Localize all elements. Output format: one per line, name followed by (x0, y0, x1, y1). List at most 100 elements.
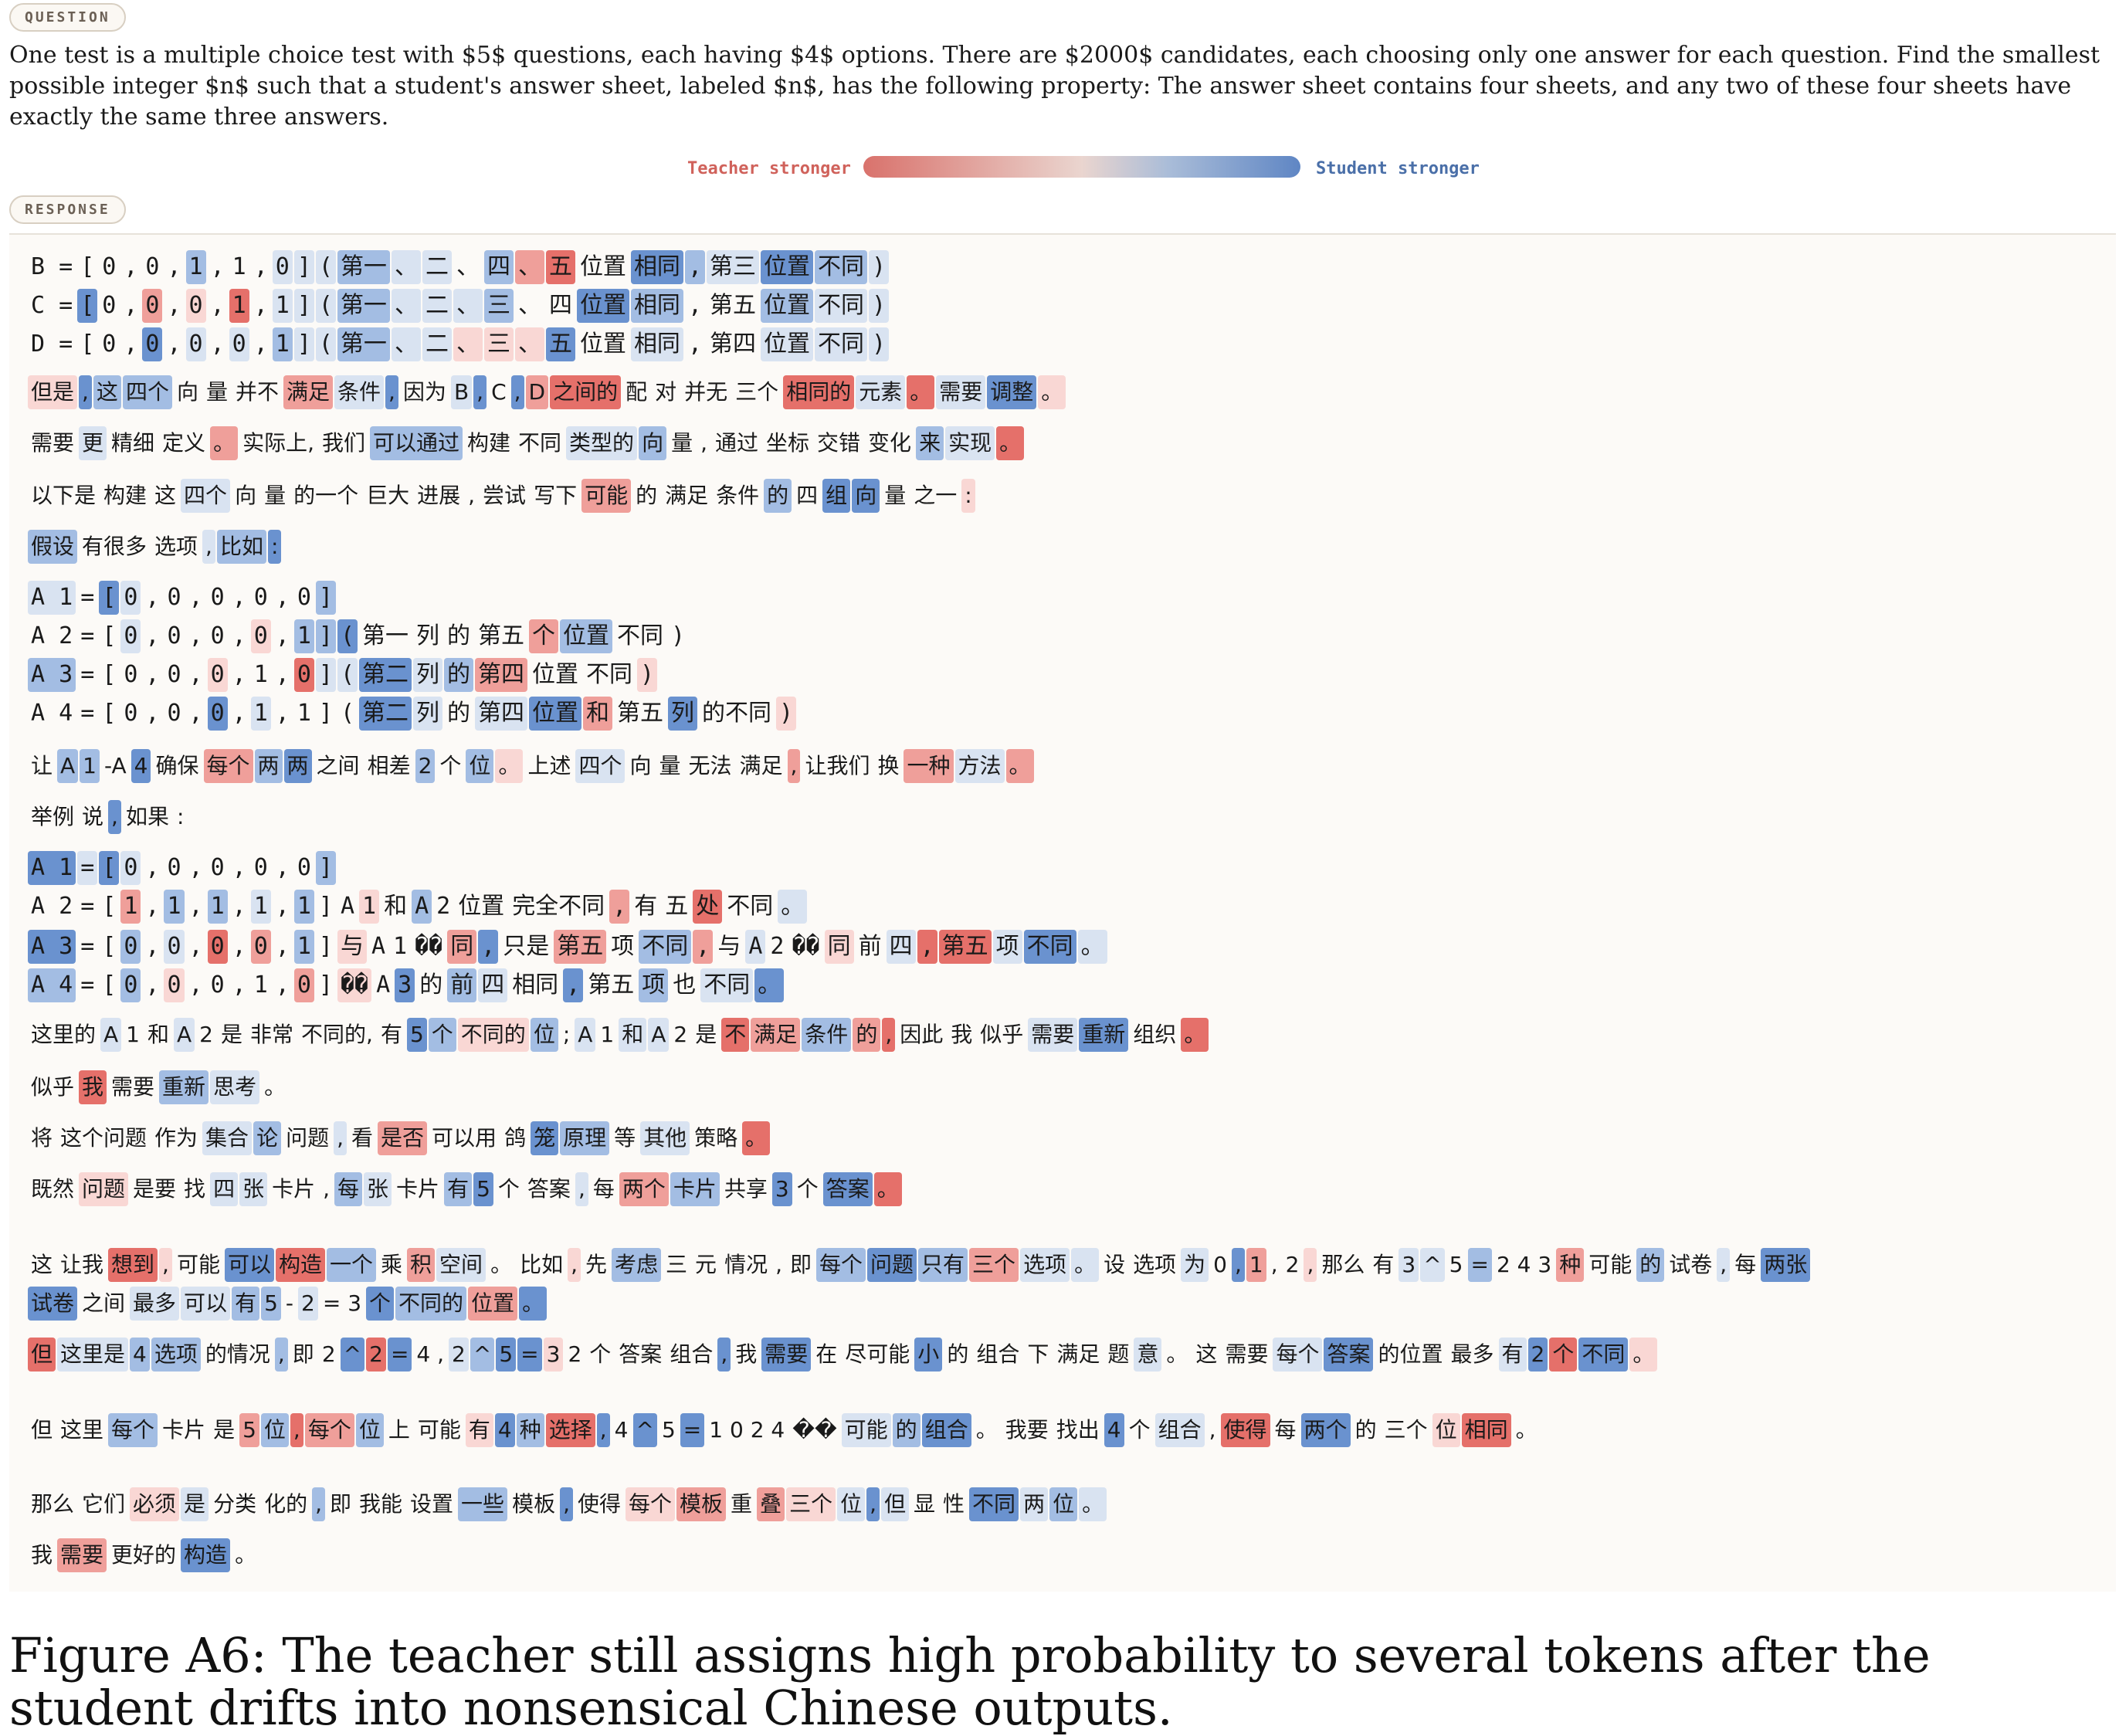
response-token: 它们 (82, 1491, 126, 1517)
response-token: , (1270, 1252, 1278, 1277)
response-token: , (145, 622, 160, 649)
response-token: 两 (254, 749, 283, 783)
response-token: 三 (483, 327, 514, 361)
response-token: 位 (355, 1413, 384, 1447)
response-token: 。 (778, 890, 808, 924)
response-token: , (253, 331, 268, 358)
response-token: 1 (185, 250, 206, 284)
response-token: 0 (207, 697, 228, 731)
response-token: 第一 (337, 289, 390, 323)
response-token: 0 (102, 292, 117, 319)
response-token: , (290, 1413, 303, 1447)
response-token: 前 (858, 933, 882, 960)
response-token: 之一 (914, 483, 958, 508)
response-token: 三 (483, 289, 514, 323)
response-token: , (473, 375, 487, 409)
response-token: 构造 (275, 1248, 325, 1282)
response-token: 个 (428, 1018, 456, 1052)
response-token: 每个 (108, 1413, 158, 1447)
response-token: 但 (28, 1338, 56, 1372)
response-token: 0 (120, 581, 141, 615)
response-token: 第四 (475, 697, 527, 731)
response-line: A 3 =[0, 0, 0, 0, 1] 与 A 1 �� 同, 只是 第五项不同, 与 A 2 �� 同前四, 第… (28, 930, 1109, 967)
response-token: = (80, 700, 95, 727)
response-token: 这 (93, 375, 121, 409)
response-token: 每 (334, 1172, 363, 1206)
response-token: 不同的 (395, 1287, 467, 1321)
response-token: 位 (1049, 1487, 1078, 1521)
response-token: 五 (665, 893, 689, 920)
response-token: 0 (167, 622, 181, 649)
response-token: 的位置 (1378, 1341, 1443, 1367)
response-token: 2 (1285, 1252, 1300, 1277)
response-token: 在 (815, 1341, 838, 1367)
response-token: 只是 (503, 933, 550, 960)
response-token: 不同 (586, 661, 632, 688)
response-token: ; (562, 1022, 571, 1047)
response-line: A 4 =[0, 0, 0, 1, 0] �� A 3 的前四相同, 第五项也不同。 (28, 968, 785, 1005)
section-divider (9, 233, 2116, 235)
response-token: 每 (1734, 1252, 1757, 1277)
response-token: 4 (1104, 1413, 1124, 1447)
response-token: 。 (873, 1172, 902, 1206)
response-token: 重 (731, 1491, 753, 1517)
response-token: ( (337, 658, 358, 692)
response-token: 组合 (670, 1341, 714, 1367)
response-token: 项 (611, 933, 635, 960)
response-token: 上 (388, 1417, 410, 1443)
response-token: 这 (1195, 1341, 1218, 1367)
response-token: , (866, 1487, 880, 1521)
response-token: 思考 (210, 1070, 260, 1104)
response-token: 化的 (264, 1491, 308, 1517)
response-token: ) (637, 658, 658, 692)
response-token: 性 (943, 1491, 965, 1517)
response-token: , (334, 1121, 347, 1155)
response-token: 两 (1020, 1487, 1049, 1521)
response-token: 位 (466, 749, 494, 783)
response-token: 考虑 (612, 1248, 662, 1282)
response-token: 对 (655, 379, 677, 405)
response-token: 并不 (235, 379, 279, 405)
response-token: 二 (422, 289, 452, 323)
response-token: 设置 (410, 1491, 454, 1517)
response-token: 不同 (1023, 930, 1076, 964)
response-token: 第一 (337, 327, 390, 361)
response-token: 1 (272, 289, 293, 323)
response-line: B = [0, 0, 1, 1, 0](第一、二、四、五位置 相同, 第三 位置 不同) (28, 250, 890, 287)
figure-caption: Figure A6: The teacher still assigns hig… (9, 1627, 1931, 1736)
response-token: 可以通过 (370, 426, 463, 460)
response-token: 相同 (630, 250, 683, 284)
response-token: 四个 (181, 479, 231, 513)
response-token: ] (318, 893, 333, 920)
response-token: 条件 (802, 1018, 852, 1052)
response-token: 0 (124, 661, 138, 688)
response-token: , (188, 700, 203, 727)
response-token: 每个 (203, 749, 253, 783)
response-token: 列 (413, 697, 442, 731)
response-token: , (167, 331, 181, 358)
response-token: 第二 (359, 658, 412, 692)
response-token: ) (869, 250, 890, 284)
response-token: 位 (837, 1487, 866, 1521)
response-token: , (232, 661, 246, 688)
response-line: C = [0, 0, 0, 1, 1](第一、二、三、四位置 相同, 第五 位置 不同) (28, 289, 890, 326)
response-token: , (609, 890, 630, 924)
response-token: 的 (853, 1018, 881, 1052)
response-token: 构造 (181, 1538, 231, 1572)
response-token: , (145, 661, 160, 688)
response-token: , (1717, 1248, 1731, 1282)
response-token: 1 (126, 1022, 140, 1047)
response-token: ( (315, 289, 336, 323)
response-token: 1 (293, 930, 314, 964)
response-token: 来 (916, 426, 944, 460)
color-gradient-bar (863, 156, 1300, 178)
response-token: 共享 (724, 1176, 768, 1202)
response-token: 。 (1515, 1417, 1538, 1443)
response-token: 。 (754, 968, 785, 1002)
response-token: , (575, 1172, 588, 1206)
response-line: 假设 有很多 选项, 比如: (28, 530, 283, 567)
response-token: 、 (391, 289, 421, 323)
response-token: 位置 (458, 893, 505, 920)
response-token: 但是 (28, 375, 78, 409)
response-line: 但这里 每个 卡片是 5 位, 每个位上可能有 4 种选择, 4 ^ 5 = 1 0 2 4 �� 可能的组… (28, 1413, 1542, 1450)
